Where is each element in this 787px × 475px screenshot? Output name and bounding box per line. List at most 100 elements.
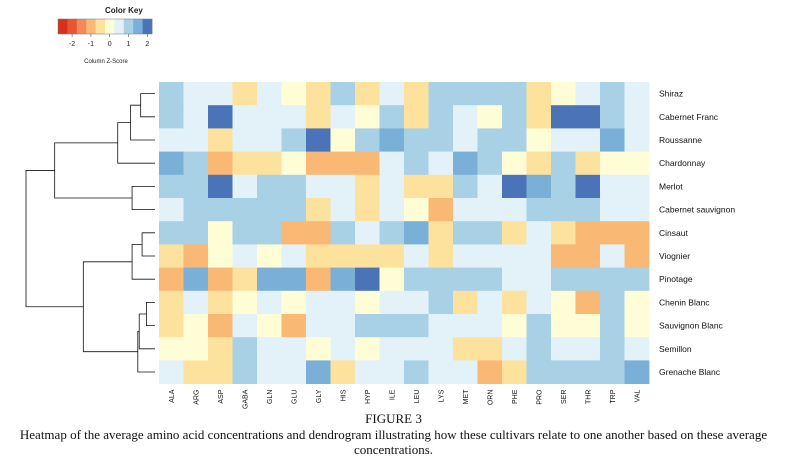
dendrogram-branch xyxy=(25,170,84,308)
heatmap-cell xyxy=(355,360,380,384)
heatmap-cell xyxy=(183,174,209,199)
row-label: Cinsaut xyxy=(659,228,688,238)
heatmap-cell xyxy=(281,267,307,292)
heatmap-cell xyxy=(477,198,503,222)
heatmap-cell xyxy=(183,82,209,106)
heatmap-cell xyxy=(330,221,356,245)
column-label: GABA xyxy=(243,389,250,409)
heatmap-cell xyxy=(575,244,601,268)
heatmap-cell xyxy=(624,244,650,268)
heatmap-cell xyxy=(600,174,625,199)
heatmap-cell xyxy=(477,337,503,361)
row-label: Viognier xyxy=(659,251,690,261)
heatmap-cell xyxy=(502,314,527,338)
color-key-ticks: -2 -1 0 1 2 xyxy=(69,34,149,48)
heatmap-cell xyxy=(502,337,527,361)
heatmap-cell xyxy=(306,128,331,152)
heatmap-cell xyxy=(379,360,405,384)
heatmap-cell xyxy=(624,198,650,222)
row-label: Sauvignon Blanc xyxy=(659,321,724,331)
heatmap-cell xyxy=(502,267,527,292)
heatmap-cell xyxy=(575,267,601,292)
heatmap-cell xyxy=(624,128,650,152)
heatmap-cell xyxy=(330,337,356,361)
heatmap-cell xyxy=(208,360,233,384)
heatmap-cell xyxy=(183,314,209,338)
heatmap-cell xyxy=(208,267,233,292)
heatmap-cell xyxy=(502,360,527,384)
color-key-swatch xyxy=(67,19,78,34)
heatmap-cell xyxy=(624,174,650,199)
heatmap-cell xyxy=(379,174,405,199)
heatmap-cell xyxy=(355,337,380,361)
heatmap-cell xyxy=(257,337,282,361)
heatmap-cell xyxy=(453,244,478,268)
heatmap-cell xyxy=(183,360,209,384)
column-label: ARG xyxy=(194,390,201,405)
heatmap-cell xyxy=(159,290,184,315)
heatmap-cell xyxy=(624,267,650,292)
heatmap-cell xyxy=(502,128,527,152)
heatmap-cell xyxy=(379,128,405,152)
column-label: HIS xyxy=(341,389,348,401)
column-label: GLY xyxy=(316,389,323,403)
heatmap-cell xyxy=(208,128,233,152)
dendrogram-branch xyxy=(131,186,155,210)
heatmap-cell xyxy=(257,198,282,222)
heatmap-cell xyxy=(428,174,454,199)
heatmap-cell xyxy=(330,314,356,338)
heatmap-cell xyxy=(600,267,625,292)
heatmap-cell xyxy=(526,151,552,176)
row-label: Cabernet sauvignon xyxy=(659,205,735,215)
heatmap-cell xyxy=(600,82,625,106)
column-label: GLU xyxy=(292,390,299,404)
heatmap-cell xyxy=(330,244,356,268)
heatmap-cell xyxy=(404,105,429,129)
heatmap-cell xyxy=(379,151,405,176)
color-key-swatch xyxy=(58,19,68,34)
color-key-border xyxy=(57,18,153,35)
column-label: VAL xyxy=(635,390,642,403)
heatmap-cell xyxy=(183,105,209,129)
heatmap-cell xyxy=(526,267,552,292)
heatmap-cell xyxy=(575,221,601,245)
heatmap-cell xyxy=(257,105,282,129)
heatmap-cell xyxy=(551,337,576,361)
heatmap-cell xyxy=(257,267,282,292)
heatmap-cell xyxy=(453,128,478,152)
heatmap-cell xyxy=(600,221,625,245)
heatmap-cell xyxy=(575,128,601,152)
heatmap-cell xyxy=(183,128,209,152)
heatmap-cell xyxy=(502,221,527,245)
heatmap-cell xyxy=(502,105,527,129)
heatmap-cell xyxy=(575,198,601,222)
heatmap-cell xyxy=(306,314,331,338)
heatmap-cell xyxy=(159,105,184,129)
heatmap-cell xyxy=(379,82,405,106)
heatmap-cell xyxy=(306,105,331,129)
heatmap-cell xyxy=(232,128,258,152)
heatmap-cell xyxy=(379,198,405,222)
heatmap-cells xyxy=(159,82,650,384)
heatmap-cell xyxy=(526,337,552,361)
heatmap-cell xyxy=(355,244,380,268)
heatmap-cell xyxy=(281,244,307,268)
heatmap-cell xyxy=(330,174,356,199)
row-label: Merlot xyxy=(659,181,683,191)
heatmap-cell xyxy=(330,198,356,222)
heatmap-cell xyxy=(624,337,650,361)
color-key-swatch xyxy=(142,19,153,34)
heatmap-cell xyxy=(281,198,307,222)
heatmap-cell xyxy=(232,105,258,129)
color-key-swatches xyxy=(57,18,153,35)
heatmap-cell xyxy=(575,174,601,199)
heatmap-cell xyxy=(330,290,356,315)
heatmap-cell xyxy=(526,198,552,222)
heatmap-cell xyxy=(379,267,405,292)
heatmap-cell xyxy=(502,174,527,199)
heatmap-cell xyxy=(355,128,380,152)
heatmap-cell xyxy=(551,221,576,245)
heatmap-cell xyxy=(575,105,601,129)
heatmap-cell xyxy=(404,221,429,245)
row-label: Cabernet Franc xyxy=(659,112,719,122)
